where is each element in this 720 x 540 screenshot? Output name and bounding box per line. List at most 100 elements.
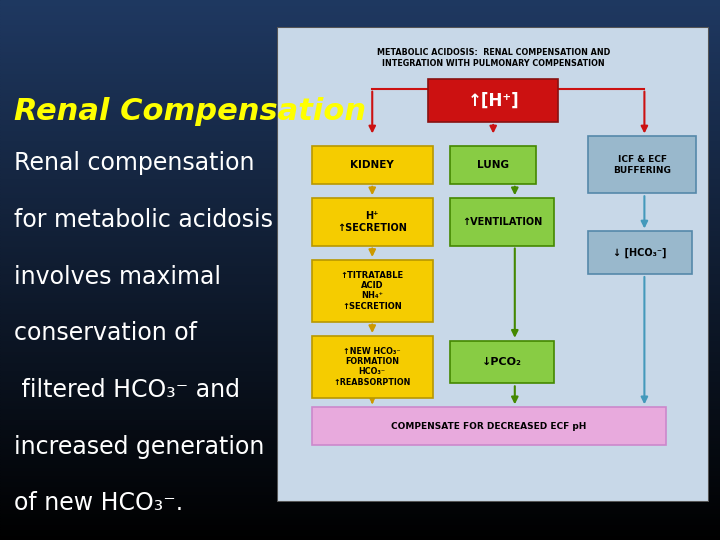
Bar (0, 65, 720, 68)
Text: of new HCO₃⁻.: of new HCO₃⁻. (14, 491, 184, 515)
Bar (0, 84, 720, 86)
Bar (0, 302, 720, 305)
Bar (0, 454, 720, 456)
Bar (0, 481, 720, 483)
Bar (0, 375, 720, 378)
Bar (0, 227, 720, 229)
Bar (312, 146, 433, 184)
Bar (0, 151, 720, 154)
Bar (0, 524, 720, 526)
Bar (0, 475, 720, 478)
Bar (0, 165, 720, 167)
Text: Renal Compensation: Renal Compensation (14, 97, 366, 126)
Bar (0, 340, 720, 343)
Bar (0, 197, 720, 200)
Bar (0, 54, 720, 57)
Text: for metabolic acidosis: for metabolic acidosis (14, 208, 274, 232)
Bar (0, 327, 720, 329)
Bar (0, 135, 720, 138)
Text: increased generation: increased generation (14, 435, 265, 458)
Bar (0, 116, 720, 119)
Bar (450, 198, 554, 246)
Bar (0, 529, 720, 532)
Bar (0, 500, 720, 502)
Bar (0, 405, 720, 408)
Bar (0, 113, 720, 116)
Bar (0, 518, 720, 521)
Bar (0, 273, 720, 275)
Bar (0, 46, 720, 49)
Bar (0, 256, 720, 259)
Bar (0, 254, 720, 256)
Bar (0, 494, 720, 497)
Bar (0, 313, 720, 316)
Bar (0, 265, 720, 267)
Bar (0, 251, 720, 254)
Bar (0, 22, 720, 24)
Bar (0, 262, 720, 265)
Bar (0, 437, 720, 440)
Bar (0, 410, 720, 413)
Bar (0, 170, 720, 173)
Bar (0, 76, 720, 78)
Bar (0, 356, 720, 359)
Bar (0, 202, 720, 205)
Bar (0, 359, 720, 362)
Bar (0, 443, 720, 445)
Bar (0, 122, 720, 124)
Bar (0, 286, 720, 289)
Bar (0, 38, 720, 40)
Bar (0, 189, 720, 192)
Bar (0, 243, 720, 246)
Bar (0, 224, 720, 227)
Bar (0, 489, 720, 491)
Bar (0, 146, 720, 148)
Bar (0, 230, 720, 232)
Bar (0, 470, 720, 472)
Bar (0, 130, 720, 132)
Bar (0, 232, 720, 235)
Bar (0, 119, 720, 122)
Bar (0, 510, 720, 513)
Bar (0, 97, 720, 100)
Bar (0, 281, 720, 284)
Bar (0, 24, 720, 27)
Bar (0, 289, 720, 292)
Bar (450, 341, 554, 383)
Bar (0, 11, 720, 14)
Bar (0, 173, 720, 176)
Bar (0, 35, 720, 38)
Bar (312, 260, 433, 322)
Bar (0, 435, 720, 437)
Text: ↑NEW HCO₃⁻
FORMATION
HCO₃⁻
↑REABSORPTION: ↑NEW HCO₃⁻ FORMATION HCO₃⁻ ↑REABSORPTION (333, 347, 411, 387)
Bar (0, 316, 720, 319)
Bar (0, 464, 720, 467)
Bar (0, 456, 720, 459)
Bar (0, 451, 720, 454)
Bar (0, 467, 720, 470)
Bar (0, 319, 720, 321)
Bar (0, 308, 720, 310)
Bar (0, 73, 720, 76)
Bar (0, 89, 720, 92)
Bar (0, 535, 720, 537)
Text: ↑[H⁺]: ↑[H⁺] (467, 92, 519, 110)
Text: ↑TITRATABLE
ACID
NH₄⁺
↑SECRETION: ↑TITRATABLE ACID NH₄⁺ ↑SECRETION (341, 271, 404, 311)
Bar (0, 502, 720, 505)
Bar (0, 208, 720, 211)
Text: H⁺
↑SECRETION: H⁺ ↑SECRETION (337, 211, 408, 233)
Bar (0, 78, 720, 81)
Bar (0, 537, 720, 540)
Bar (0, 132, 720, 135)
Bar (0, 338, 720, 340)
Bar (0, 321, 720, 324)
Bar (0, 354, 720, 356)
Bar (0, 459, 720, 462)
Bar (0, 92, 720, 94)
Bar (0, 394, 720, 397)
Bar (0, 521, 720, 524)
Bar (0, 19, 720, 22)
Bar (312, 407, 666, 445)
Text: conservation of: conservation of (14, 321, 197, 345)
Bar (0, 462, 720, 464)
